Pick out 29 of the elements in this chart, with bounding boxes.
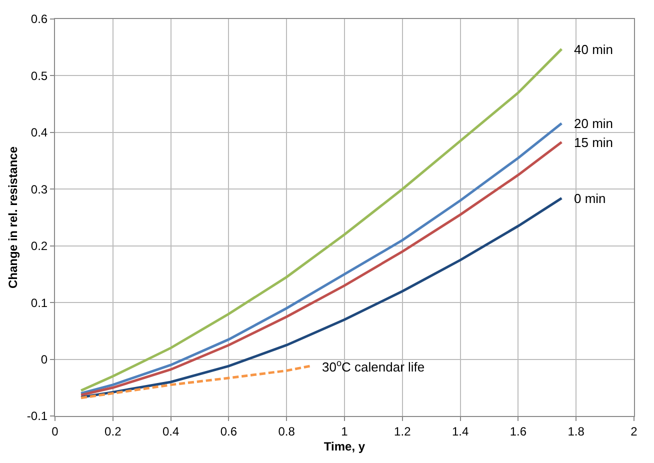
series-label: 0 min (574, 191, 606, 206)
y-tick-label: 0.5 (30, 68, 48, 83)
y-axis-title: Change in rel. resistance (6, 146, 20, 289)
x-tick-label: 0 (52, 424, 59, 438)
x-tick-label: 1.2 (394, 424, 412, 438)
x-tick-label: 0.6 (220, 424, 238, 438)
x-tick-label: 0.8 (278, 424, 296, 438)
x-tick-label: 1 (341, 424, 348, 438)
x-axis-title: Time, y (324, 439, 366, 454)
line-series (80, 364, 312, 400)
line-series (80, 48, 563, 392)
series-label: 15 min (574, 135, 614, 150)
y-tick-label: 0.3 (30, 182, 48, 196)
x-tick-label: 0.4 (162, 424, 180, 438)
line-series (80, 196, 563, 399)
x-tick-label: 2 (630, 424, 638, 438)
y-tick-label: 0.1 (30, 296, 48, 310)
series-label: 20 min (574, 116, 614, 131)
y-tick-label: -0.1 (26, 409, 48, 424)
y-tick-label: 0.2 (30, 239, 48, 254)
x-tick-label: 1.4 (452, 424, 469, 438)
y-tick-label: 0.4 (30, 126, 48, 140)
x-tick-label: 1.8 (568, 424, 585, 438)
y-tick-label: 0.6 (30, 12, 48, 26)
x-tick-label: 0.2 (104, 424, 122, 438)
y-tick-label: 0 (40, 352, 48, 366)
series-label: 30$^{o}$C calendar life (322, 358, 425, 374)
series-label: 40 min (574, 42, 614, 57)
x-tick-label: 1.6 (510, 424, 527, 438)
